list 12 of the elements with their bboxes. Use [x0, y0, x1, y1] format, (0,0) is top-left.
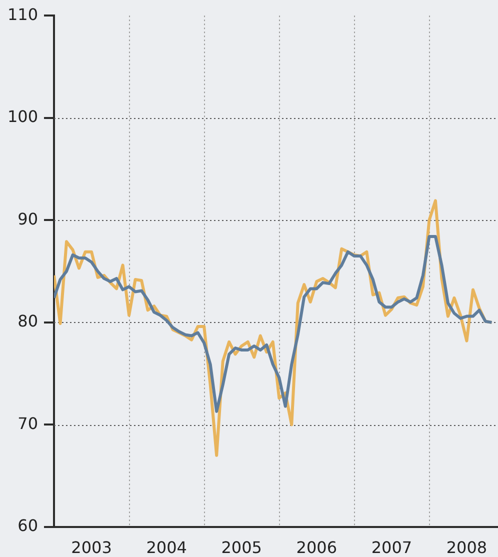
x-tick-label: 2004 — [146, 538, 187, 557]
y-tick-label: 60 — [18, 516, 38, 536]
x-tick-label: 2008 — [446, 538, 488, 557]
x-tick-label: 2003 — [71, 538, 112, 557]
y-tick-label: 90 — [18, 209, 38, 228]
x-tick-label: 2005 — [221, 538, 262, 557]
y-tick-label: 110 — [7, 4, 38, 24]
x-tick-label: 2007 — [371, 538, 412, 557]
x-tick-label: 2006 — [296, 538, 338, 557]
y-tick-label: 80 — [18, 312, 38, 331]
y-tick-label: 100 — [7, 107, 38, 126]
y-tick-label: 70 — [18, 414, 38, 433]
